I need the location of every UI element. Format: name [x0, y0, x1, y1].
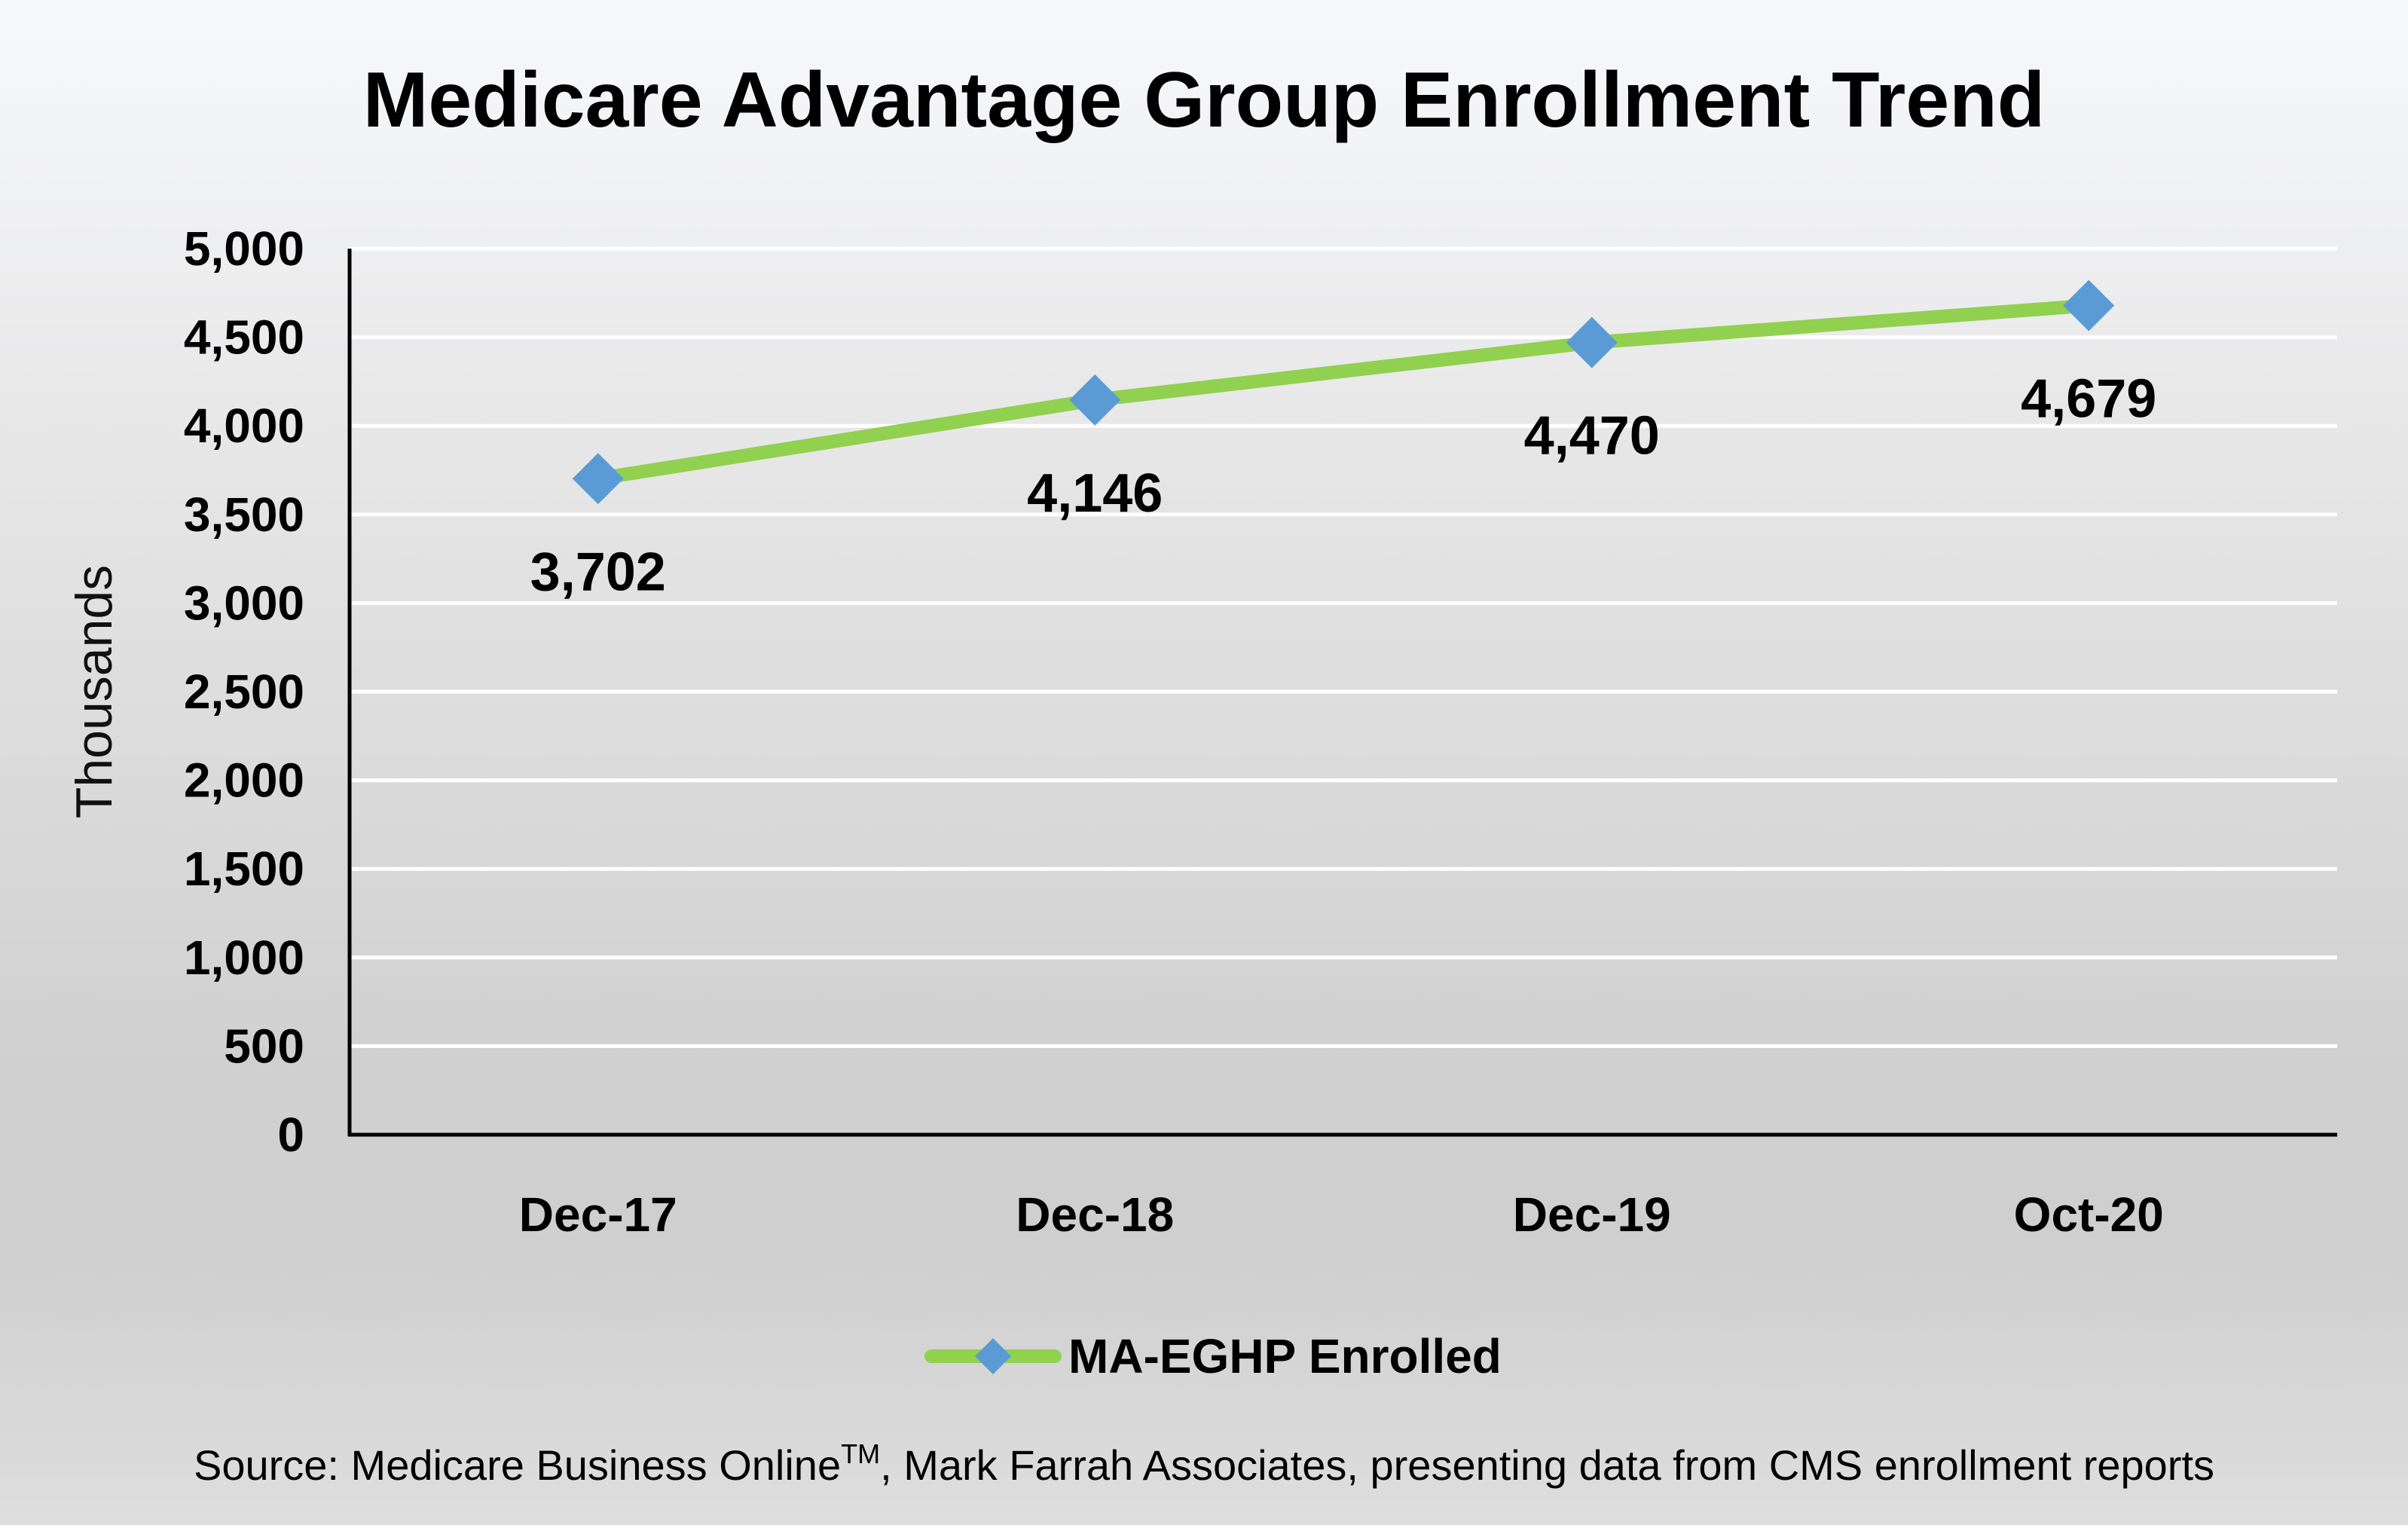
legend-swatch-marker — [975, 1338, 1011, 1374]
y-tick-labels: 0 500 1,000 1,500 2,000 2,500 3,000 3,500 4,000 4… — [184, 222, 304, 1162]
data-label: 4,146 — [1027, 463, 1163, 524]
y-tick-label: 0 — [277, 1108, 304, 1162]
series-line — [591, 298, 2096, 486]
series-layer — [572, 280, 2115, 505]
x-tick-label: Dec-19 — [1513, 1187, 1671, 1242]
y-tick-label: 1,500 — [184, 842, 304, 896]
legend-label: MA-EGHP Enrolled — [1068, 1329, 1502, 1383]
chart-title: Medicare Advantage Group Enrollment Tren… — [363, 57, 2046, 144]
y-tick-label: 4,500 — [184, 310, 304, 365]
data-point-marker — [2063, 280, 2115, 332]
x-tick-label: Dec-17 — [519, 1187, 677, 1242]
data-label: 4,470 — [1524, 406, 1660, 466]
gridlines — [350, 246, 2337, 1048]
legend: MA-EGHP Enrolled — [924, 1329, 1502, 1383]
y-tick-label: 2,000 — [184, 753, 304, 808]
source-note: Source: Medicare Business OnlineTM, Mark… — [194, 1438, 2214, 1489]
data-point-marker — [1069, 374, 1121, 426]
y-tick-label: 500 — [224, 1019, 304, 1073]
source-note-text: Source: Medicare Business Online — [194, 1441, 841, 1489]
y-tick-label: 3,000 — [184, 576, 304, 630]
data-point-marker — [1566, 316, 1618, 368]
x-tick-label: Oct-20 — [2014, 1187, 2164, 1242]
data-label: 4,679 — [2021, 368, 2156, 429]
y-tick-label: 4,000 — [184, 399, 304, 453]
y-tick-label: 5,000 — [184, 222, 304, 276]
trademark-superscript: TM — [841, 1438, 880, 1469]
axes — [347, 249, 2337, 1137]
data-point-marker — [572, 453, 624, 505]
y-tick-label: 1,000 — [184, 931, 304, 985]
x-tick-label: Dec-18 — [1016, 1187, 1174, 1242]
y-tick-label: 3,500 — [184, 487, 304, 542]
data-labels: 3,702 4,146 4,470 4,679 — [530, 368, 2157, 602]
data-label: 3,702 — [530, 542, 666, 602]
source-note-text-rest: , Mark Farrah Associates, presenting dat… — [880, 1441, 2214, 1489]
y-axis-label: Thousands — [66, 565, 123, 818]
x-tick-labels: Dec-17 Dec-18 Dec-19 Oct-20 — [519, 1187, 2164, 1242]
y-tick-label: 2,500 — [184, 665, 304, 719]
